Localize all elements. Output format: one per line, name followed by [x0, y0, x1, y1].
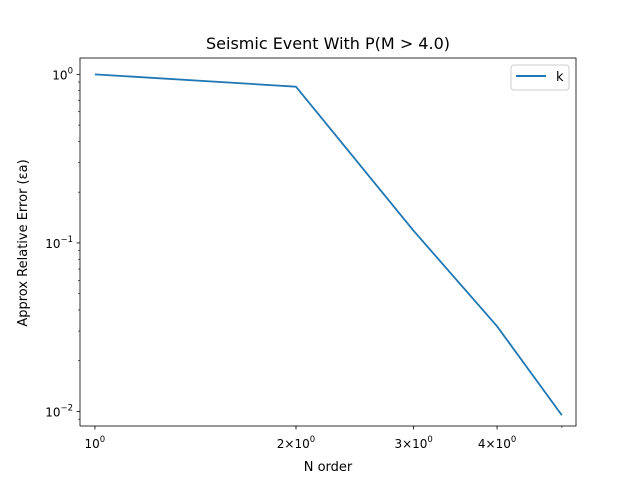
y-tick-label: 10−2	[45, 403, 73, 419]
legend-label-k: k	[556, 70, 564, 85]
x-axis-ticks: 100 2×100 3×100 4×100	[85, 426, 563, 451]
chart-title: Seismic Event With P(M > 4.0)	[206, 34, 450, 53]
x-tick-label: 3×100	[394, 435, 432, 451]
series-line-k	[94, 73, 563, 416]
x-axis-label: N order	[304, 460, 353, 475]
x-tick-label: 4×100	[478, 435, 516, 451]
series-layer	[94, 73, 563, 416]
y-tick-label: 100	[52, 66, 73, 82]
y-axis-label: Approx Relative Error (εa)	[16, 159, 31, 326]
plot-area: 100 2×100 3×100 4×100 100 10−1 10−2	[45, 57, 577, 451]
y-axis-ticks: 100 10−1 10−2	[45, 66, 80, 420]
legend: k	[510, 64, 570, 91]
x-tick-label: 2×100	[277, 435, 315, 451]
y-tick-label: 10−1	[45, 235, 73, 251]
axes-frame	[79, 57, 577, 427]
legend-frame	[510, 64, 570, 91]
x-tick-label: 100	[85, 435, 106, 451]
